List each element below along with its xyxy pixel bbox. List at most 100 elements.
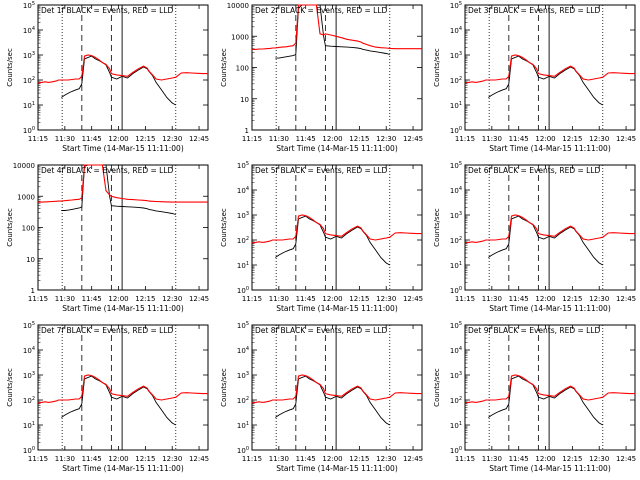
x-tick-label: 11:30 (55, 135, 75, 143)
x-tick-label: 11:30 (482, 295, 502, 303)
plot-frame (251, 324, 423, 451)
y-tick-label: 100 (450, 446, 462, 455)
y-tick-label: 100 (450, 286, 462, 295)
x-tick-label: 12:45 (189, 135, 209, 143)
lld-series-line (464, 374, 635, 404)
x-axis-label: Start Time (14-Mar-15 11:11:00) (276, 304, 398, 313)
x-tick-label: 12:15 (135, 295, 155, 303)
x-tick-label: 11:30 (482, 135, 502, 143)
panel-title: Det 4f BLACK = Events, RED = LLD (41, 166, 174, 175)
x-tick-label: 12:00 (322, 295, 342, 303)
y-tick-label: 104 (23, 346, 35, 355)
plot-frame (251, 4, 423, 131)
x-tick-label: 11:15 (28, 455, 48, 463)
y-tick-label: 103 (237, 371, 249, 380)
lld-series-line (464, 214, 635, 244)
x-tick-label: 12:00 (108, 455, 128, 463)
y-tick-label: 101 (237, 261, 249, 270)
y-axis-label: Counts/sec (220, 368, 228, 407)
panel-2: 11:15 11:30 11:45 12:00 12:15 12:30 12:45 1 10 10… (220, 2, 423, 153)
y-tick-label: 101 (23, 421, 35, 430)
y-axis-label: Counts/sec (433, 368, 441, 407)
panel-title: Det 3f BLACK = Events, RED = LLD (468, 6, 601, 15)
x-tick-label: 12:45 (616, 135, 636, 143)
x-tick-label: 12:30 (162, 135, 182, 143)
x-tick-label: 12:30 (162, 295, 182, 303)
x-tick-label: 12:15 (135, 455, 155, 463)
panel-9: 11:15 11:30 11:45 12:00 12:15 12:30 12:45 100 10… (433, 321, 636, 473)
y-tick-label: 10 (240, 96, 249, 104)
y-tick-label: 102 (23, 76, 35, 85)
y-tick-label: 105 (237, 321, 249, 330)
x-tick-label: 11:45 (296, 135, 316, 143)
y-tick-label: 105 (237, 161, 249, 170)
x-tick-label: 11:15 (242, 455, 262, 463)
lld-series-line (252, 4, 422, 50)
x-tick-label: 12:00 (108, 135, 128, 143)
y-axis-label: Counts/sec (433, 208, 441, 247)
y-tick-label: 104 (450, 186, 462, 195)
x-axis-label: Start Time (14-Mar-15 11:11:00) (276, 464, 398, 473)
x-tick-label: 11:15 (28, 295, 48, 303)
plot-frame (37, 324, 209, 451)
x-axis-label: Start Time (14-Mar-15 11:11:00) (276, 144, 398, 153)
y-tick-label: 101 (450, 261, 462, 270)
y-tick-label: 105 (23, 1, 35, 10)
y-tick-label: 100 (23, 126, 35, 135)
x-tick-label: 11:45 (509, 455, 529, 463)
events-series-line (275, 375, 391, 426)
plot-frame (464, 4, 636, 131)
events-series-line (275, 215, 391, 266)
x-axis-label: Start Time (14-Mar-15 11:11:00) (62, 304, 184, 313)
y-tick-label: 101 (450, 421, 462, 430)
y-tick-label: 101 (450, 101, 462, 110)
x-axis-label: Start Time (14-Mar-15 11:11:00) (62, 144, 184, 153)
y-tick-label: 100 (237, 286, 249, 295)
x-tick-label: 11:30 (55, 455, 75, 463)
x-tick-label: 12:30 (589, 295, 609, 303)
panel-title: Det 8f BLACK = Events, RED = LLD (255, 326, 388, 335)
events-series-line (61, 55, 177, 106)
y-tick-label: 1 (31, 287, 35, 295)
plot-frame (464, 324, 636, 451)
y-tick-label: 100 (23, 446, 35, 455)
y-tick-label: 1000 (231, 33, 249, 41)
x-tick-label: 12:00 (322, 135, 342, 143)
panel-title: Det 1f BLACK = Events, RED = LLD (41, 6, 174, 15)
y-tick-label: 1 (245, 127, 249, 135)
y-tick-label: 104 (23, 26, 35, 35)
lld-series-line (251, 374, 422, 404)
lld-series-line (251, 214, 422, 244)
x-tick-label: 11:45 (82, 455, 102, 463)
x-tick-label: 12:00 (322, 455, 342, 463)
y-tick-label: 104 (450, 26, 462, 35)
y-tick-label: 103 (23, 51, 35, 60)
y-tick-label: 100 (237, 446, 249, 455)
events-series-line (61, 164, 176, 215)
events-series-line (275, 4, 390, 59)
y-axis-label: Counts/sec (6, 48, 14, 87)
y-tick-label: 102 (450, 76, 462, 85)
y-tick-label: 103 (450, 371, 462, 380)
x-tick-label: 12:30 (589, 455, 609, 463)
lld-series-line (37, 374, 208, 404)
x-tick-label: 12:45 (403, 135, 423, 143)
x-tick-label: 11:15 (455, 135, 475, 143)
y-tick-label: 104 (450, 346, 462, 355)
y-tick-label: 104 (237, 186, 249, 195)
y-axis-label: Counts/sec (220, 208, 228, 247)
panel-4: 11:15 11:30 11:45 12:00 12:15 12:30 12:45 1 10 10… (6, 162, 209, 313)
y-tick-label: 105 (23, 321, 35, 330)
lld-series-line (38, 164, 208, 203)
x-tick-label: 11:15 (455, 455, 475, 463)
x-tick-label: 12:00 (535, 455, 555, 463)
panel-3: 11:15 11:30 11:45 12:00 12:15 12:30 12:45 100 10… (433, 1, 636, 153)
x-tick-label: 11:30 (55, 295, 75, 303)
x-tick-label: 12:15 (349, 135, 369, 143)
panel-title: Det 7f BLACK = Events, RED = LLD (41, 326, 174, 335)
x-tick-label: 12:15 (562, 135, 582, 143)
x-tick-label: 12:15 (349, 295, 369, 303)
plot-frame (37, 4, 209, 131)
x-tick-label: 11:45 (296, 455, 316, 463)
x-tick-label: 12:15 (349, 455, 369, 463)
